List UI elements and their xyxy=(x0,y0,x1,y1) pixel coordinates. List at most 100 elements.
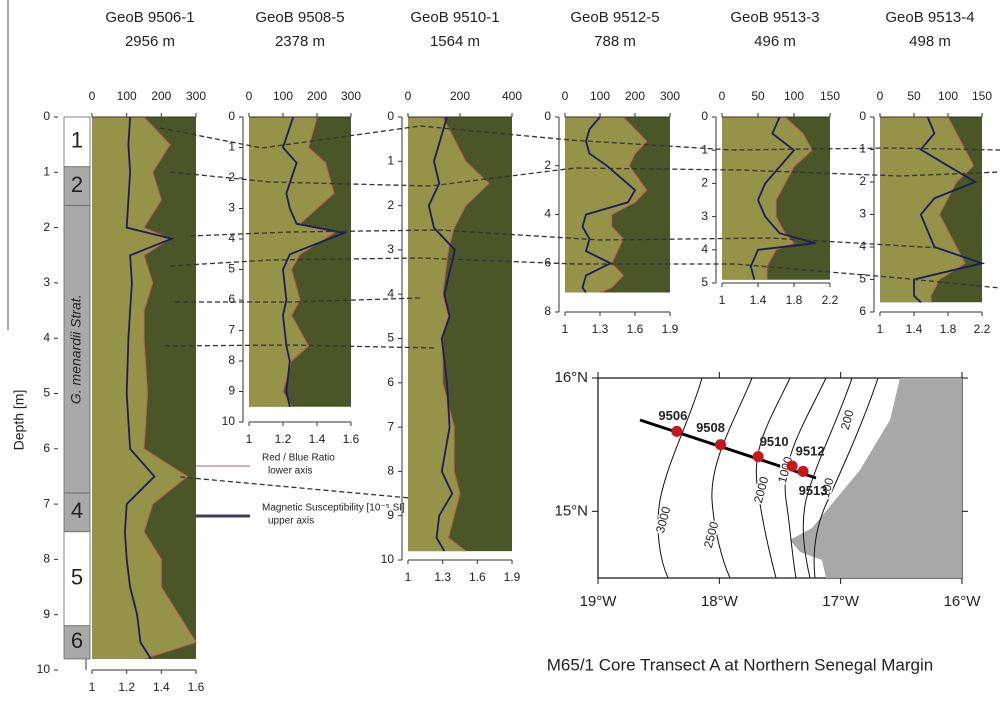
contour-label: 3000 xyxy=(653,505,674,535)
depth-tick-label: 4 xyxy=(43,330,50,344)
upper-tick-label: 0 xyxy=(562,89,569,103)
depth-tick-label: 3 xyxy=(387,242,394,256)
station-label: 9513 xyxy=(799,483,828,498)
correlation-line xyxy=(164,344,436,349)
lower-tick-label: 1 xyxy=(562,322,569,336)
depth-tick-label: 0 xyxy=(228,109,235,123)
lower-tick-label: 1.9 xyxy=(504,570,521,584)
core-depth: 496 m xyxy=(754,33,796,50)
map-x-tick-label: 18°W xyxy=(701,593,739,610)
map-y-tick-label: 16°N xyxy=(554,369,588,386)
depth-tick-label: 1 xyxy=(43,164,50,178)
lower-tick-label: 1 xyxy=(719,293,726,307)
upper-tick-label: 0 xyxy=(405,89,412,103)
contour-label: 2000 xyxy=(751,475,772,505)
station xyxy=(715,439,727,451)
map-title: M65/1 Core Transect A at Northern Senega… xyxy=(547,655,933,674)
susceptibility-line xyxy=(749,116,816,280)
depth-tick-label: 1 xyxy=(387,153,394,167)
depth-tick-label: 4 xyxy=(859,239,866,253)
upper-tick-label: 300 xyxy=(660,89,680,103)
strat-unit-label: 5 xyxy=(71,565,83,590)
upper-tick-label: 200 xyxy=(625,89,645,103)
upper-tick-label: 200 xyxy=(307,89,327,103)
depth-tick-label: 2 xyxy=(43,220,50,234)
upper-tick-label: 100 xyxy=(938,89,958,103)
upper-tick-label: 200 xyxy=(450,89,470,103)
depth-tick-label: 4 xyxy=(228,231,235,245)
depth-tick-label: 8 xyxy=(387,464,394,478)
depth-tick-label: 4 xyxy=(387,286,394,300)
upper-tick-label: 50 xyxy=(751,89,765,103)
map-x-tick-label: 19°W xyxy=(580,593,618,610)
station xyxy=(786,460,798,472)
core-depth: 788 m xyxy=(594,33,636,50)
lower-tick-label: 1 xyxy=(89,680,96,694)
lower-tick-label: 1.6 xyxy=(188,680,205,694)
lower-tick-label: 1.4 xyxy=(906,322,923,336)
contour xyxy=(711,377,753,579)
strat-unit-label: G. menardii Strat. xyxy=(68,294,84,404)
depth-tick-label: 7 xyxy=(387,419,394,433)
lower-tick-label: 1.8 xyxy=(786,293,803,307)
depth-tick-label: 0 xyxy=(544,109,551,123)
depth-tick-label: 5 xyxy=(859,272,866,286)
upper-tick-label: 0 xyxy=(246,89,253,103)
upper-tick-label: 100 xyxy=(273,89,293,103)
red-blue-area xyxy=(880,117,974,303)
correlation-line xyxy=(169,257,1001,289)
depth-tick-label: 6 xyxy=(43,441,50,455)
depth-tick-label: 0 xyxy=(859,109,866,123)
depth-tick-label: 5 xyxy=(43,386,50,400)
depth-tick-label: 6 xyxy=(859,304,866,318)
depth-tick-label: 2 xyxy=(701,176,708,190)
lower-tick-label: 1.8 xyxy=(940,322,957,336)
depth-tick-label: 0 xyxy=(387,109,394,123)
depth-tick-label: 0 xyxy=(43,109,50,123)
depth-tick-label: 3 xyxy=(859,207,866,221)
lower-tick-label: 1.2 xyxy=(275,432,292,446)
legend-label: Red / Blue Ratio xyxy=(262,453,335,464)
contour xyxy=(813,377,879,579)
contour xyxy=(784,377,827,579)
strat-unit xyxy=(63,625,91,660)
susceptibility-line xyxy=(123,116,175,660)
depth-tick-label: 8 xyxy=(228,353,235,367)
depth-tick-label: 8 xyxy=(544,304,551,318)
station-label: 9506 xyxy=(658,408,687,423)
lower-tick-label: 1 xyxy=(246,432,253,446)
depth-tick-label: 10 xyxy=(381,552,395,566)
lower-tick-label: 2.2 xyxy=(974,322,991,336)
core-title: GeoB 9513-3 xyxy=(730,9,819,26)
core-title: GeoB 9513-4 xyxy=(885,9,974,26)
strat-unit-label: 2 xyxy=(71,172,83,197)
station xyxy=(797,465,809,477)
upper-tick-label: 0 xyxy=(89,89,96,103)
strat-unit-label: 1 xyxy=(71,128,83,153)
depth-tick-label: 10 xyxy=(222,414,236,428)
legend-label: Magnetic Susceptibility [10⁻⁵ SI] xyxy=(262,503,405,514)
upper-tick-label: 300 xyxy=(341,89,361,103)
depth-tick-label: 6 xyxy=(387,375,394,389)
depth-tick-label: 8 xyxy=(43,552,50,566)
depth-tick-label: 0 xyxy=(701,109,708,123)
red-blue-area xyxy=(92,117,196,659)
depth-tick-label: 5 xyxy=(701,275,708,289)
red-blue-area xyxy=(565,117,647,293)
red-blue-area xyxy=(408,117,489,552)
map: M65/1 Core Transect A at Northern Senega… xyxy=(547,369,982,675)
upper-tick-label: 300 xyxy=(186,89,206,103)
upper-tick-label: 200 xyxy=(151,89,171,103)
contour-label: 100 xyxy=(818,476,837,499)
core-title: GeoB 9510-1 xyxy=(410,9,499,26)
depth-tick-label: 3 xyxy=(701,209,708,223)
depth-tick-label: 9 xyxy=(387,508,394,522)
depth-tick-label: 9 xyxy=(228,384,235,398)
depth-tick-label: 3 xyxy=(43,275,50,289)
red-blue-line xyxy=(282,116,336,408)
red-blue-line xyxy=(599,116,648,293)
legend-note: upper axis xyxy=(268,516,314,527)
lower-tick-label: 2.2 xyxy=(822,293,839,307)
upper-tick-label: 100 xyxy=(590,89,610,103)
